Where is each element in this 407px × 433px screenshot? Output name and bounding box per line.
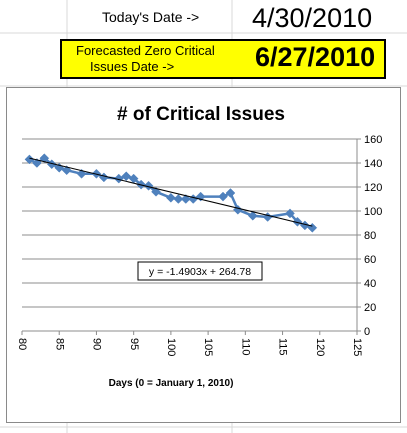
trendline — [29, 157, 313, 227]
y-tick-label: 20 — [364, 302, 376, 314]
data-point — [233, 204, 243, 215]
trendline-equation: y = -1.4903x + 264.78 — [149, 266, 251, 278]
data-point — [39, 153, 50, 164]
data-point — [143, 180, 154, 191]
data-point — [180, 194, 191, 204]
critical-issues-chart[interactable]: # of Critical Issues Days (0 = January 1… — [7, 88, 400, 422]
data-point — [262, 212, 273, 222]
chart-axes — [21, 138, 361, 335]
data-point — [24, 154, 35, 165]
data-point — [173, 194, 184, 204]
data-point — [285, 208, 295, 219]
data-point — [218, 191, 228, 202]
data-point — [188, 194, 199, 204]
y-tick-label: 40 — [364, 278, 376, 290]
y-gridlines — [22, 138, 357, 332]
x-tick-label: 85 — [53, 338, 65, 350]
x-tick-label: 105 — [202, 338, 214, 356]
x-tick-label: 100 — [165, 338, 177, 356]
x-tick-label: 125 — [351, 338, 363, 356]
chart-frame[interactable]: # of Critical Issues Days (0 = January 1… — [6, 87, 401, 423]
forecast-date-value[interactable]: 6/27/2010 — [255, 42, 376, 72]
y-tick-label: 100 — [364, 206, 382, 218]
today-date-label: Today's Date -> — [102, 9, 200, 25]
data-point — [292, 216, 303, 227]
x-tick-label: 95 — [128, 338, 140, 350]
y-tick-label: 120 — [364, 182, 382, 194]
trendline-group — [29, 157, 313, 227]
y-tick-label: 0 — [364, 326, 370, 338]
data-point — [121, 171, 132, 182]
x-tick-label: 120 — [314, 338, 326, 356]
y-tick-label: 60 — [364, 254, 376, 266]
y-tick-label: 140 — [364, 158, 382, 170]
y-tick-labels: 0 20 40 60 80 100 120 140 160 — [364, 134, 382, 338]
chart-title: # of Critical Issues — [117, 104, 285, 125]
data-point — [307, 222, 318, 233]
x-tick-label: 80 — [16, 338, 28, 350]
forecast-label-line1: Forecasted Zero Critical — [76, 43, 215, 58]
y-tick-label: 80 — [364, 230, 376, 242]
x-tick-label: 110 — [239, 338, 251, 356]
today-date-value[interactable]: 4/30/2010 — [252, 3, 373, 33]
data-point — [166, 192, 176, 203]
x-tick-label: 115 — [277, 338, 289, 356]
y-tick-label: 160 — [364, 134, 382, 146]
data-series — [24, 153, 318, 233]
data-point — [225, 188, 236, 198]
data-point — [247, 210, 258, 221]
data-point — [113, 173, 124, 184]
trendline-label-box: y = -1.4903x + 264.78 — [137, 261, 263, 281]
x-tick-labels: 80 85 90 95 100 105 110 115 120 125 — [16, 338, 363, 356]
x-tick-label: 90 — [91, 338, 103, 350]
forecast-label-line2: Issues Date -> — [90, 59, 175, 74]
forecast-highlight-box[interactable]: Forecasted Zero Critical Issues Date -> … — [60, 39, 386, 79]
x-axis-title: Days (0 = January 1, 2010) — [109, 378, 234, 389]
